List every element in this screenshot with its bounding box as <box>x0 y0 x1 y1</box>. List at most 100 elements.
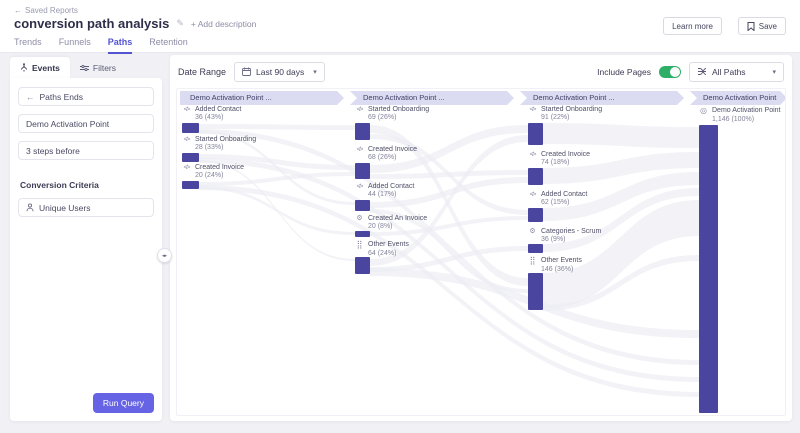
event-count: 28 (33%) <box>195 144 224 151</box>
chevron-down-icon: ▾ <box>313 68 317 76</box>
paths-filter-value: All Paths <box>712 66 746 77</box>
event-name: Added Contact <box>368 183 415 190</box>
sankey-link <box>370 170 528 179</box>
sankey-chart: Demo Activation Point ...Added Contact36… <box>178 90 784 414</box>
event-name: Other Events <box>368 241 409 248</box>
sidebar-tab-events[interactable]: Events <box>10 57 70 78</box>
chart-controls: Date Range Last 90 days ▾ Include Pages … <box>170 55 792 88</box>
code-icon <box>355 184 364 190</box>
sankey-bar[interactable] <box>355 123 370 140</box>
code-icon <box>182 107 191 113</box>
sankey-bar[interactable] <box>355 257 370 274</box>
sankey-bar[interactable] <box>528 168 543 185</box>
code-icon <box>528 152 537 158</box>
steps-before-selector[interactable]: 3 steps before <box>18 141 154 160</box>
learn-more-button[interactable]: Learn more <box>663 17 722 35</box>
event-name: Started Onboarding <box>195 136 257 143</box>
left-arrow-icon: ← <box>26 91 35 102</box>
event-name: Demo Activation Point <box>712 107 781 114</box>
tab-trends[interactable]: Trends <box>14 37 42 47</box>
sankey-bar[interactable] <box>182 153 199 162</box>
event-name: Added Contact <box>541 191 588 198</box>
run-query-button[interactable]: Run Query <box>92 393 154 413</box>
grid-icon <box>528 256 537 265</box>
chevron-down-icon: ▾ <box>772 68 776 76</box>
sankey-node-label[interactable]: Other Events 146 (36%) <box>528 256 582 273</box>
event-name: Added Contact <box>195 106 242 113</box>
tab-funnels[interactable]: Funnels <box>58 37 91 47</box>
paths-filter-dropdown[interactable]: All Paths ▾ <box>689 61 784 82</box>
sankey-bar[interactable] <box>528 208 543 222</box>
top-header: ← Saved Reports conversion path analysis … <box>0 0 800 54</box>
sankey-bar[interactable] <box>182 181 199 189</box>
event-count: 20 (24%) <box>195 172 224 179</box>
sidebar-tab-filters[interactable]: Filters <box>70 57 126 78</box>
sankey-bar[interactable] <box>355 231 370 237</box>
sankey-bar[interactable] <box>699 125 718 413</box>
code-icon <box>355 147 364 153</box>
edit-title-icon[interactable]: ✎ <box>176 18 184 28</box>
sankey-link <box>199 185 699 397</box>
back-to-saved-reports[interactable]: ← Saved Reports <box>14 6 78 15</box>
resize-arrows-icon: ◂▸ <box>161 252 168 259</box>
paths-end-selector[interactable]: ← Paths Ends <box>18 87 154 106</box>
sankey-links <box>199 123 699 397</box>
report-canvas: Date Range Last 90 days ▾ Include Pages … <box>170 55 792 421</box>
sankey-bar[interactable] <box>182 123 199 133</box>
include-pages-toggle[interactable] <box>659 65 681 78</box>
query-sidebar: Events Filters ← Paths Ends Demo Activat… <box>10 57 162 421</box>
sankey-bar[interactable] <box>528 273 543 310</box>
date-range-label: Date Range <box>178 66 227 77</box>
tab-retention[interactable]: Retention <box>149 37 188 47</box>
date-range-dropdown[interactable]: Last 90 days ▾ <box>234 61 325 82</box>
sankey-node-label[interactable]: Other Events 64 (24%) <box>355 240 409 257</box>
counting-method-selector[interactable]: Unique Users <box>18 198 154 217</box>
code-icon <box>182 137 191 143</box>
sankey-bar[interactable] <box>528 244 543 253</box>
event-count: 36 (9%) <box>541 236 566 243</box>
event-name: Created Invoice <box>195 164 245 171</box>
sankey-chart-container: Demo Activation Point ...Added Contact36… <box>176 88 786 416</box>
sankey-bar[interactable] <box>355 163 370 179</box>
sankey-bar[interactable] <box>355 200 370 211</box>
sankey-link <box>199 124 355 130</box>
path-step-header: Demo Activation Point ... <box>180 91 344 105</box>
sankey-link <box>199 186 355 235</box>
sidebar-tabs: Events Filters <box>10 57 162 78</box>
event-name: Started Onboarding <box>541 106 603 113</box>
save-button[interactable]: Save <box>737 17 786 35</box>
event-count: 62 (15%) <box>541 199 570 206</box>
event-name: Created Invoice <box>541 151 591 158</box>
filters-icon <box>79 64 89 71</box>
event-name: Categories - Scrum <box>541 227 602 235</box>
event-count: 20 (8%) <box>368 223 393 230</box>
sankey-link <box>199 129 699 365</box>
bookmark-icon <box>747 21 755 31</box>
code-icon <box>528 107 537 113</box>
tab-paths[interactable]: Paths <box>107 37 133 54</box>
pane-resize-handle[interactable]: ◂▸ <box>157 248 172 263</box>
sankey-bar[interactable] <box>528 123 543 145</box>
date-range-value: Last 90 days <box>256 66 305 77</box>
code-icon <box>528 192 537 198</box>
path-step-header: Demo Activation Point ... <box>350 91 514 105</box>
custom-event-icon <box>355 214 364 222</box>
event-name: Started Onboarding <box>368 106 430 113</box>
event-count: 146 (36%) <box>541 266 574 273</box>
activation-icon <box>699 106 708 115</box>
sankey-node-label[interactable]: Demo Activation Point 1,146 (100%) <box>699 106 780 123</box>
path-event-selector[interactable]: Demo Activation Point <box>18 114 154 133</box>
conversion-criteria-heading: Conversion Criteria <box>20 180 99 190</box>
add-description-button[interactable]: + Add description <box>190 18 257 29</box>
